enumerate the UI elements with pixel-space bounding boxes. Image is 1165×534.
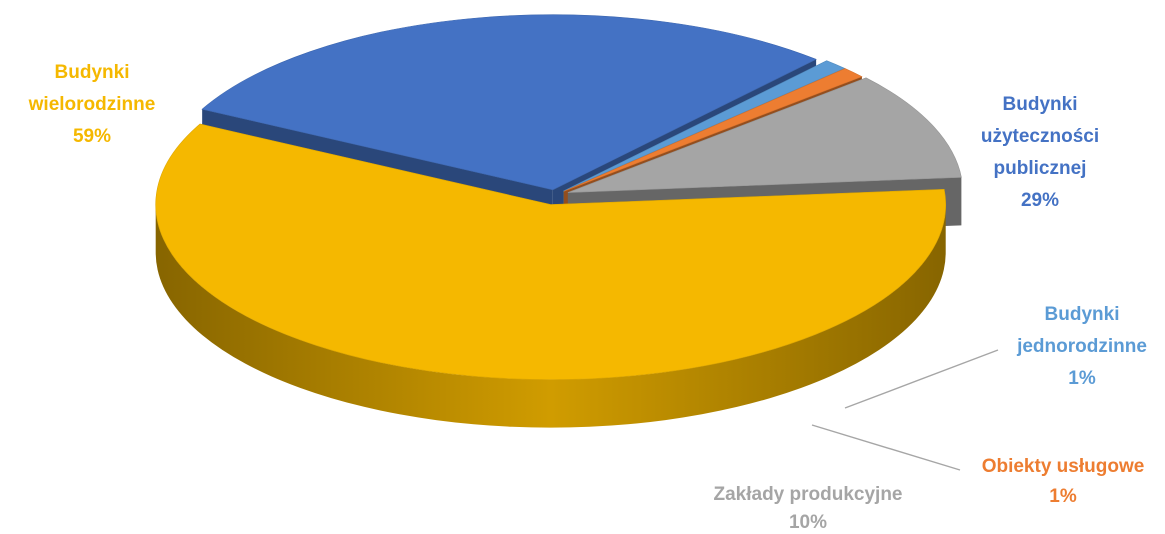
pie-slice <box>563 68 863 192</box>
data-label-category: wielorodzinne <box>28 94 156 115</box>
pie-slice <box>563 60 846 192</box>
pie-slice-rim <box>155 204 946 428</box>
data-label-category: Budynki <box>1045 304 1120 325</box>
pie-top-faces <box>155 14 962 380</box>
leader-line <box>844 349 999 409</box>
data-label-category: użyteczności <box>981 126 1099 147</box>
data-label-category: jednorodzinne <box>1016 336 1147 357</box>
data-label-percent: 1% <box>1049 486 1077 507</box>
pie-slice <box>155 123 946 380</box>
data-label-category: Budynki <box>1003 94 1078 115</box>
data-label-percent: 1% <box>1068 368 1096 389</box>
data-label-category: Obiekty usługowe <box>982 456 1145 477</box>
data-label-percent: 10% <box>789 512 827 533</box>
data-label-category: publicznej <box>994 158 1087 179</box>
leader-line <box>811 424 961 471</box>
data-label-category: Zakłady produkcyjne <box>713 484 902 505</box>
data-label-percent: 59% <box>73 126 111 147</box>
pie-slice <box>567 77 962 193</box>
data-label-percent: 29% <box>1021 190 1059 211</box>
pie-slice <box>201 14 817 191</box>
data-label-category: Budynki <box>55 62 130 83</box>
